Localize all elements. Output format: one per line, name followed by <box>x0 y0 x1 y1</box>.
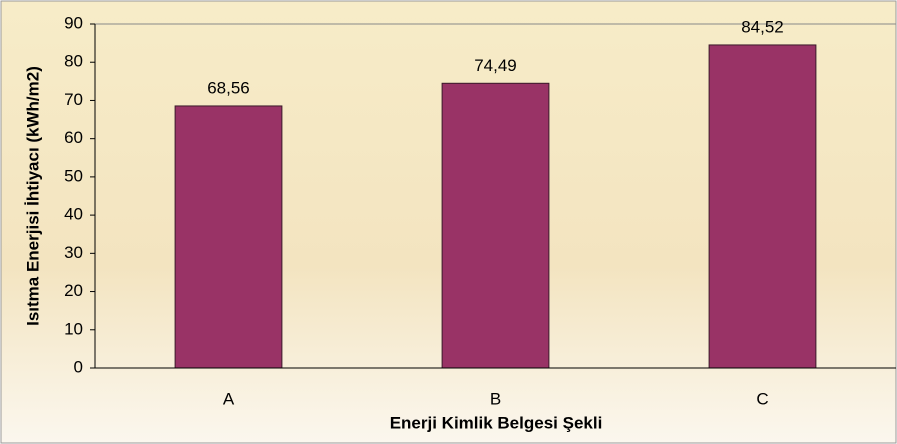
value-label: 68,56 <box>207 78 250 97</box>
bar <box>174 105 283 369</box>
x-tick-label: A <box>223 389 235 408</box>
y-tick-label: 30 <box>64 243 83 262</box>
y-tick-label: 60 <box>64 128 83 147</box>
y-tick-label: 90 <box>64 13 83 32</box>
y-tick-label: 50 <box>64 166 83 185</box>
y-tick-label: 40 <box>64 205 83 224</box>
bar <box>708 44 817 369</box>
bar <box>441 82 550 369</box>
y-tick-label: 10 <box>64 319 83 338</box>
value-label: 84,52 <box>741 17 784 36</box>
y-tick-label: 80 <box>64 52 83 71</box>
x-tick-label: C <box>756 389 768 408</box>
y-tick-label: 0 <box>74 357 83 376</box>
y-tick-label: 70 <box>64 90 83 109</box>
x-axis-label: Enerji Kimlik Belgesi Şekli <box>390 413 603 432</box>
x-tick-label: B <box>490 389 501 408</box>
y-tick-label: 20 <box>64 281 83 300</box>
y-axis-label: Isıtma Enerjisi İhtiyacı (kWh/m2) <box>23 66 42 326</box>
value-label: 74,49 <box>474 56 517 75</box>
